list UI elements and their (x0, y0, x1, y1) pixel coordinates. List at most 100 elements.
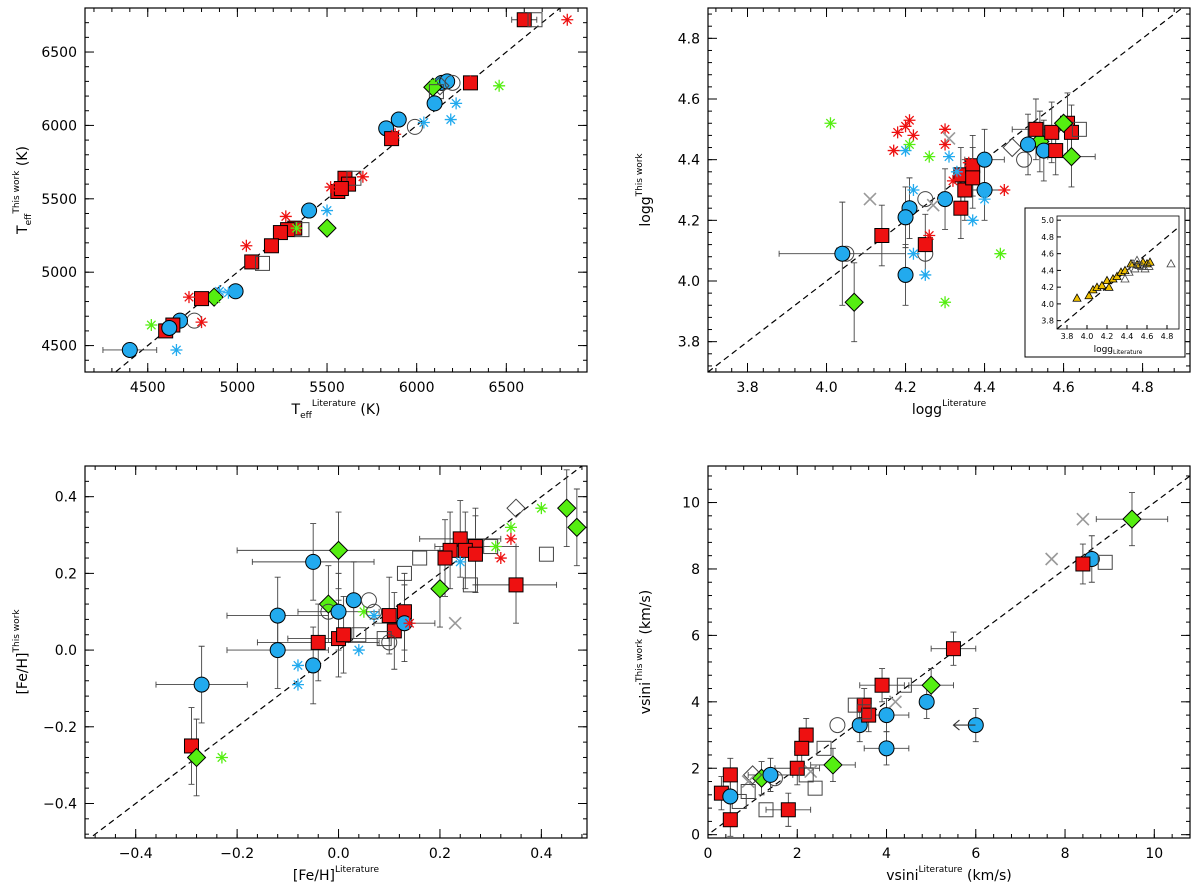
data-point-ast_g (504, 521, 517, 534)
inset-x-tick-label: 4.4 (1121, 332, 1134, 341)
data-point-ast_r (899, 120, 912, 133)
data-point-ast_b (352, 644, 365, 657)
data-point-osq (816, 740, 832, 756)
data-point-ocirc (917, 191, 934, 208)
data-point-sq (722, 767, 738, 783)
data-point-ast_b (899, 144, 912, 157)
data-point-dia (557, 498, 577, 518)
data-point-ast_b (943, 150, 955, 163)
data-point-ast_b (950, 165, 963, 178)
panel-logg-comparison: 3.8 4.0 4.2 4.4 4.6 4.8 3.8 4.0 4.2 4.4 4.6 4.8 logg… (635, 7, 1191, 418)
data-point-osq (807, 780, 823, 796)
inset-point-otri (1134, 260, 1144, 269)
data-point-ast_g (535, 502, 548, 515)
x-axis-label: vsiniLiterature (km/s) (886, 865, 1011, 884)
data-point-circ (878, 707, 895, 724)
data-point-osq (798, 767, 814, 783)
data-point-dia (1122, 509, 1142, 529)
data-point-ast_g (824, 117, 837, 130)
inset-point-otri (1132, 255, 1142, 264)
y-tick-label: 10 (682, 496, 700, 512)
data-point-ast_b (291, 659, 304, 672)
y-tick-label: 6000 (41, 118, 77, 134)
inset-axes (1056, 215, 1180, 330)
data-point-ast_r (389, 128, 402, 141)
data-point-dia (823, 755, 843, 775)
inset-point-tri (1104, 282, 1114, 291)
y-tick-label: −0.4 (43, 796, 77, 812)
data-point-sq (381, 608, 397, 624)
y-tick-label: 2 (691, 761, 700, 777)
data-point-circ (269, 642, 286, 659)
inset-x-tick-label: 3.8 (1061, 332, 1074, 341)
data-point-sq (965, 170, 981, 186)
inset-point-tri (1084, 290, 1094, 300)
data-point-cross (863, 192, 877, 206)
inset-one-to-one-line (1056, 226, 1180, 330)
data-point-circ (918, 693, 935, 710)
panel-teff-comparison: 4500 5000 5500 6000 6500 4500 5000 5500 6000 6500… (12, 7, 588, 421)
y-tick-label: 4.0 (678, 274, 700, 290)
inset-point-tri (1112, 271, 1122, 280)
data-point-ast_r (962, 156, 975, 169)
x-tick-label: 4.8 (1131, 380, 1153, 396)
data-point-ocirc (406, 118, 423, 135)
data-point-ast_b (966, 214, 979, 227)
data-point-circ (345, 592, 362, 609)
data-point-sq (1044, 124, 1060, 140)
x-tick-label: −0.2 (220, 846, 254, 862)
data-point-circ (834, 245, 851, 262)
data-point-ast_r (923, 229, 936, 242)
plot-frame (707, 465, 1191, 839)
x-tick-label: 0.2 (429, 846, 451, 862)
x-tick-label: −0.4 (119, 846, 153, 862)
panel-feh-comparison: −0.4 −0.2 0.0 0.2 0.4 −0.4 −0.2 0.0 0.2 0.4 [Fe/H]… (12, 465, 588, 884)
inset-x-axis-label: loggLiterature (1094, 345, 1143, 356)
data-point-dia (186, 747, 207, 768)
inset-y-tick-label: 3.8 (1041, 317, 1054, 326)
data-point-ocirc (1016, 151, 1033, 168)
x-tick-label: 4.6 (1052, 380, 1074, 396)
data-point-ast_r (887, 144, 900, 157)
data-point-dia (1061, 146, 1082, 167)
inset-x-tick-label: 4.0 (1081, 332, 1094, 341)
inset-x-tick-label: 4.8 (1161, 332, 1174, 341)
data-point-ast_r (939, 138, 952, 151)
data-point-ast_r (939, 123, 952, 136)
y-axis-label: loggThis work (635, 153, 654, 227)
data-point-ast_g (357, 605, 370, 618)
data-point-dia (844, 292, 864, 312)
x-tick-label: 2 (793, 846, 802, 862)
data-point-ast_g (903, 138, 916, 151)
data-point-circ (1020, 136, 1037, 153)
data-point-odia (1002, 137, 1022, 158)
data-point-ast_r (504, 532, 517, 545)
x-tick-label: 4.2 (894, 380, 916, 396)
data-point-circ (121, 341, 138, 358)
inset-y-tick-label: 4.0 (1041, 300, 1054, 309)
data-point-sq (333, 181, 349, 197)
x-axis-label: loggLiterature (912, 399, 987, 418)
y-tick-label: 5500 (41, 192, 77, 208)
data-point-cross (448, 616, 462, 630)
data-point-cross (926, 198, 940, 212)
data-point-ast_g (489, 540, 502, 553)
data-point-sq (1075, 556, 1091, 572)
data-point-ast_b (222, 286, 235, 299)
data-point-dia (317, 218, 337, 238)
data-point-ast_g (215, 751, 228, 764)
data-point-osq (254, 255, 270, 271)
data-point-sq (945, 641, 961, 657)
inset-point-tri (1072, 293, 1082, 302)
data-point-dia (430, 579, 450, 599)
y-tick-label: 6 (691, 628, 700, 644)
x-axis-label: [Fe/H]Literature (293, 865, 380, 884)
data-point-ast_g (145, 319, 158, 332)
inset-x-tick-label: 4.6 (1141, 332, 1154, 341)
inset-point-otri (1166, 258, 1176, 268)
y-tick-label: 0 (691, 828, 700, 844)
data-point-cross (1076, 512, 1090, 526)
y-tick-label: 4.8 (678, 31, 700, 47)
data-point-arrow (952, 719, 976, 731)
